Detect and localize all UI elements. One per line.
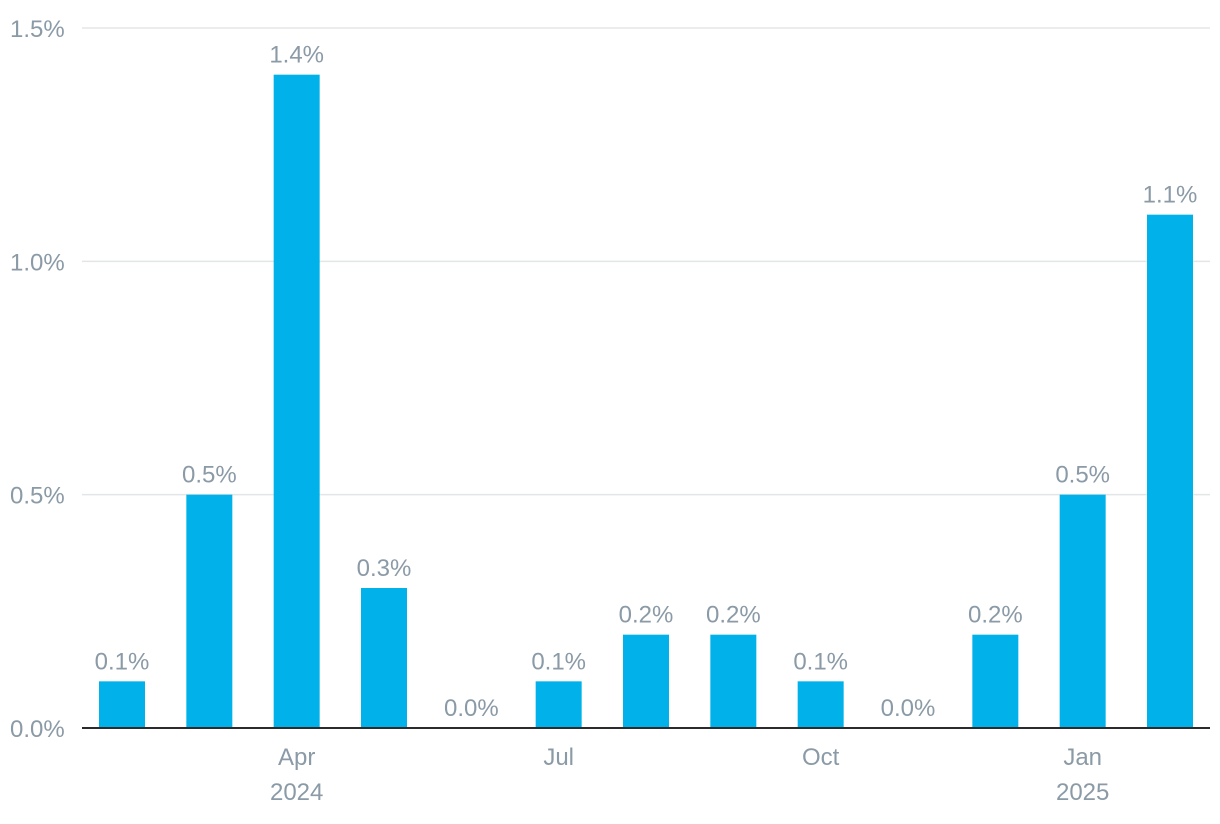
y-tick-label: 1.5% [10, 16, 65, 43]
bar [273, 74, 320, 728]
bar-data-label: 1.4% [269, 42, 324, 69]
bar-data-label: 0.1% [95, 648, 150, 675]
x-tick-label: 2024 [270, 779, 323, 806]
y-tick-label: 1.0% [10, 249, 65, 276]
bar-data-label: 0.5% [182, 462, 237, 489]
x-axis-tick-labels: Apr 2024 Jul Oct Jan 2025 [270, 744, 1109, 806]
x-tick-label: Apr [278, 744, 315, 771]
y-tick-label: 0.5% [10, 483, 65, 510]
x-tick-label: 2025 [1056, 779, 1109, 806]
gridlines [82, 27, 1210, 496]
x-tick-label: Oct [802, 744, 840, 771]
y-axis-tick-labels: 0.0% 0.5% 1.0% 1.5% [10, 16, 65, 743]
bar [972, 634, 1019, 728]
bar-data-label: 0.0% [444, 695, 499, 722]
bar [99, 681, 145, 728]
bar-data-label: 0.1% [531, 648, 586, 675]
bar [623, 634, 669, 728]
bar-data-label: 0.0% [881, 695, 936, 722]
bar-data-label: 1.1% [1143, 182, 1198, 209]
data-labels: 0.1% 0.5% 1.4% 0.3% 0.0% 0.1% 0.2% 0.2% 0.1% 0.0%… [95, 42, 1198, 722]
x-tick-label: Jan [1063, 744, 1102, 771]
bar-data-label: 0.3% [357, 555, 412, 582]
bar-data-label: 0.2% [968, 602, 1023, 629]
bar [535, 681, 582, 728]
bar [797, 681, 844, 728]
bar [1059, 494, 1106, 728]
bar-data-label: 0.5% [1055, 462, 1110, 489]
bars [99, 74, 1193, 728]
bar [710, 634, 757, 728]
bar [1147, 214, 1193, 728]
bar [361, 588, 407, 728]
bar-data-label: 0.2% [619, 602, 674, 629]
bar-data-label: 0.2% [706, 602, 761, 629]
x-tick-label: Jul [543, 744, 574, 771]
y-tick-label: 0.0% [10, 716, 65, 743]
bar-data-label: 0.1% [793, 648, 848, 675]
bar [186, 494, 233, 728]
